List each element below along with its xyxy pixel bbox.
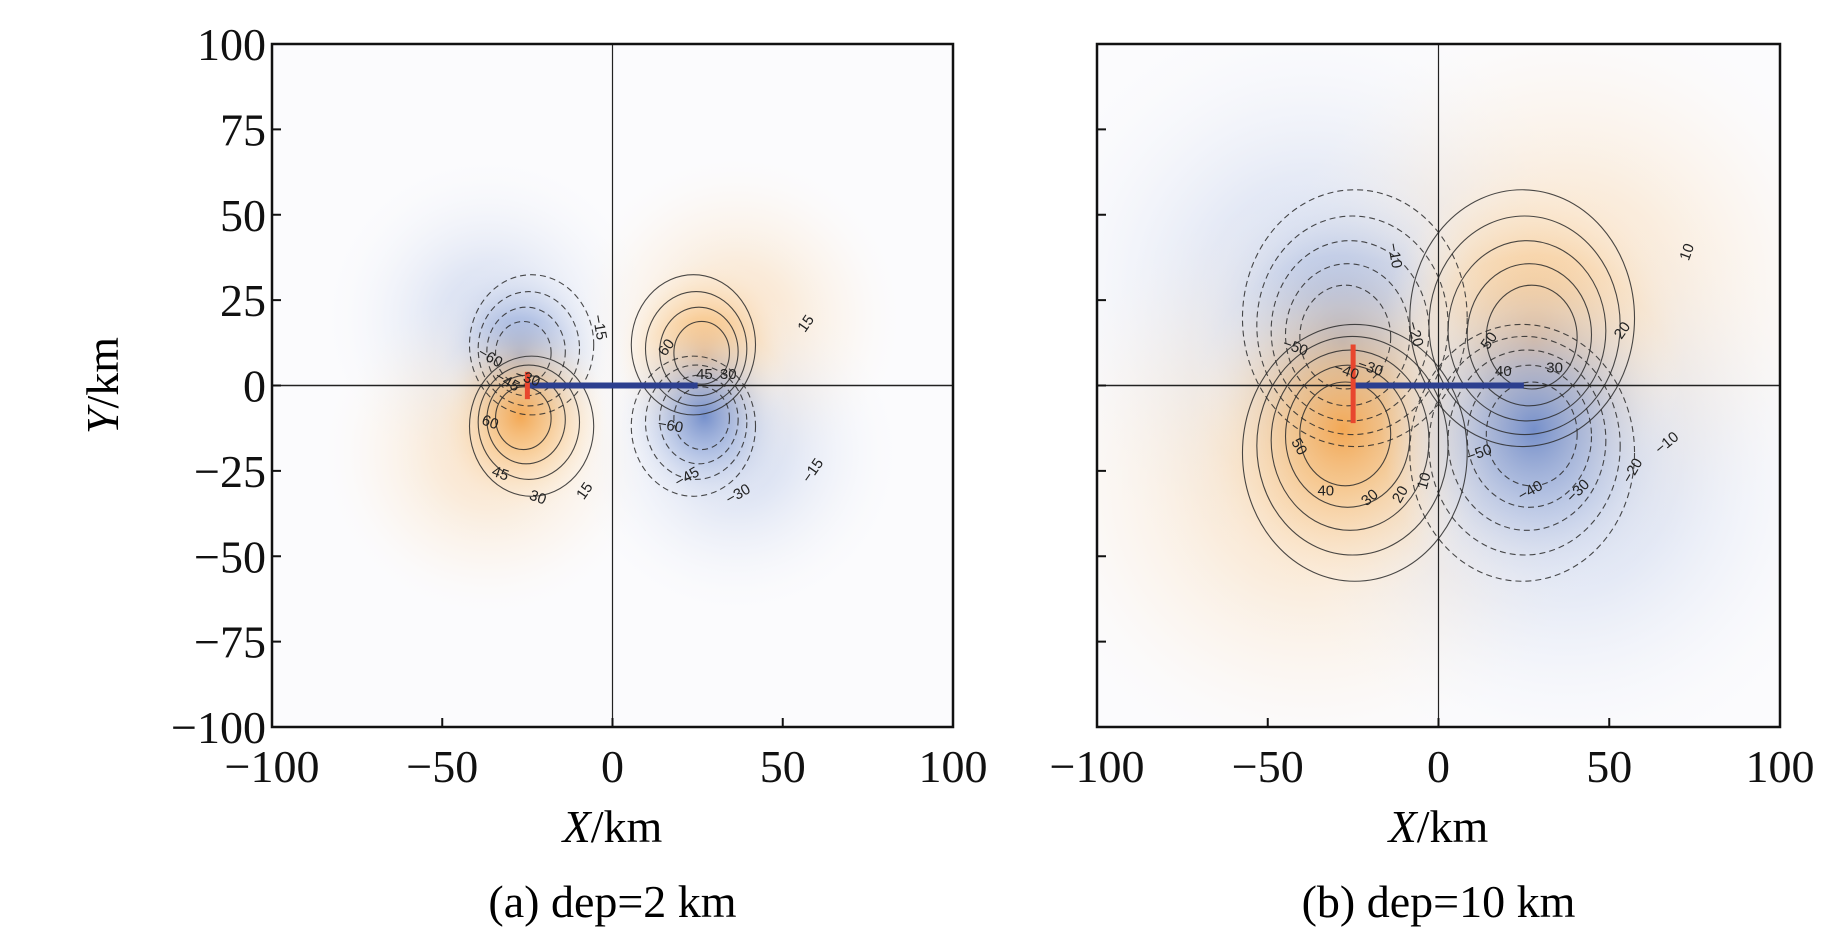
contour-label: 15 [573, 479, 596, 502]
contour-label: 15 [794, 312, 817, 335]
y-tick-label: 100 [197, 19, 266, 70]
x-tick-label: −50 [406, 741, 478, 792]
contour-label: 45 [490, 463, 511, 485]
negative-lobe-4 [617, 317, 792, 515]
contour-label: −20 [1404, 320, 1427, 349]
contour-neg-40 [1466, 364, 1593, 508]
contour-label: −15 [589, 313, 610, 341]
contour-pos-10 [1409, 189, 1636, 448]
contour-label: 10 [1676, 241, 1698, 262]
contour-neg-40 [1284, 263, 1411, 407]
x-tick-label: 50 [760, 741, 806, 792]
contour-neg-20 [1428, 335, 1621, 556]
panel-b-x-tick-labels: −100 −50 0 50 100 [1050, 741, 1815, 792]
contour-label: 40 [1495, 363, 1512, 380]
x-tick-label: 100 [919, 741, 988, 792]
x-tick-label: −100 [225, 741, 320, 792]
y-tick-label: −25 [194, 446, 266, 497]
y-tick-label: −50 [194, 531, 266, 582]
panel-b-caption: (b) dep=10 km [1302, 876, 1576, 927]
contour-label: 60 [479, 412, 500, 434]
contour-pos-30 [1270, 349, 1430, 531]
contour-label: 40 [1317, 482, 1334, 499]
contour-neg-45 [659, 374, 739, 465]
panel-b-x-axis-label: X/km [1387, 801, 1489, 852]
x-tick-label: 100 [1746, 741, 1815, 792]
contour-label: 10 [1414, 471, 1435, 492]
contour-pos-50 [1299, 381, 1392, 487]
contour-label: 50 [1287, 435, 1310, 458]
panel-a-x-tick-labels: −100 −50 0 50 100 [225, 741, 988, 792]
contour-pos-60 [494, 386, 552, 451]
panel-a-ticks [271, 43, 954, 728]
contour-label: −60 [656, 415, 684, 436]
negative-lobe-4 [1381, 255, 1688, 605]
contour-pos-30 [477, 364, 581, 480]
y-tick-label: 0 [243, 361, 266, 412]
contour-pos-20 [1428, 215, 1621, 436]
contour-pos-40 [1284, 364, 1411, 508]
x-tick-label: 0 [1427, 741, 1450, 792]
contour-label: 50 [1478, 329, 1501, 352]
y-tick-label: −75 [194, 617, 266, 668]
contour-pos-20 [1256, 335, 1449, 556]
y-tick-label: 25 [220, 275, 266, 326]
panel-a-y-tick-labels: −100 −75 −50 −25 0 25 50 75 100 [171, 19, 266, 753]
contour-pos-10 [1241, 323, 1468, 582]
contour-label: 30 [720, 366, 737, 383]
contour-label: 45 [696, 366, 713, 383]
panel-a-lobes [433, 256, 792, 515]
contour-pos-15 [630, 274, 757, 416]
contour-neg-15 [468, 274, 595, 416]
contour-neg-30 [644, 364, 748, 480]
contour-neg-10 [1241, 189, 1468, 448]
x-tick-label: 50 [1586, 741, 1632, 792]
contour-pos-15 [468, 355, 595, 497]
contour-label: 30 [527, 487, 548, 509]
panel-a-x-axis-label: X/km [561, 801, 663, 852]
contour-neg-50 [1299, 284, 1392, 390]
contour-neg-30 [477, 291, 581, 407]
contour-pos-60 [673, 320, 731, 385]
contour-label: 20 [1611, 319, 1634, 342]
contour-neg-15 [630, 355, 757, 497]
contour-pos-45 [659, 306, 739, 397]
contour-pos-50 [1485, 284, 1578, 390]
x-tick-label: −100 [1050, 741, 1145, 792]
panel-b-lobes [1189, 166, 1688, 605]
contour-neg-60 [494, 320, 552, 385]
y-tick-label: 75 [220, 104, 266, 155]
contour-pos-30 [1447, 240, 1607, 422]
y-tick-label: 50 [220, 190, 266, 241]
contour-label: 20 [1389, 483, 1412, 506]
panel-a-caption: (a) dep=2 km [488, 876, 736, 927]
panel-b-ticks [1096, 43, 1781, 728]
panel-a-y-axis-label: Y/km [77, 337, 128, 434]
contour-neg-60 [673, 386, 731, 451]
contour-pos-40 [1466, 263, 1593, 407]
x-tick-label: −50 [1232, 741, 1304, 792]
contour-neg-30 [1447, 349, 1607, 531]
contour-label: −10 [1384, 242, 1405, 270]
x-tick-label: 0 [601, 741, 624, 792]
panel-b-contours [1241, 189, 1636, 582]
positive-lobe-3 [433, 317, 608, 515]
contour-pos-30 [644, 291, 748, 407]
contour-label: 60 [655, 336, 678, 359]
y-tick-label: −100 [171, 702, 266, 753]
contour-neg-50 [1485, 381, 1578, 487]
contour-label: 30 [1546, 359, 1563, 376]
